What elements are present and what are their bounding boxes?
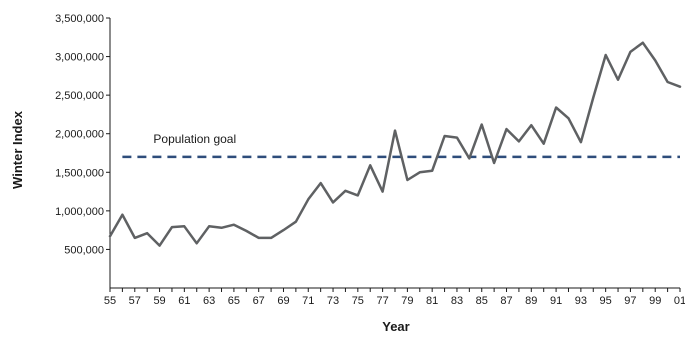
- y-tick-label: 2,500,000: [55, 90, 104, 102]
- y-tick-label: 3,500,000: [55, 13, 104, 25]
- y-tick-label: 3,000,000: [55, 52, 104, 64]
- x-tick-label: 67: [253, 295, 265, 307]
- x-tick-label: 61: [178, 295, 190, 307]
- y-tick-label: 1,500,000: [55, 167, 104, 179]
- x-tick-label: 79: [401, 295, 413, 307]
- x-tick-label: 89: [525, 295, 537, 307]
- series-group: [108, 41, 682, 247]
- x-tick-label: 71: [302, 295, 314, 307]
- x-axis-title: Year: [382, 319, 409, 334]
- x-tick-label: 85: [476, 295, 488, 307]
- x-tick-label: 55: [104, 295, 116, 307]
- x-tick-label: 57: [129, 295, 141, 307]
- x-tick-label: 63: [203, 295, 215, 307]
- y-tick-label: 1,000,000: [55, 206, 104, 218]
- x-tick-label: 69: [277, 295, 289, 307]
- x-tick-label: 91: [550, 295, 562, 307]
- y-axis-title: Winter Index: [10, 110, 25, 189]
- x-tick-label: 75: [352, 295, 364, 307]
- winter-index-series-line: [108, 41, 682, 247]
- x-tick-label: 87: [500, 295, 512, 307]
- population-goal-label: Population goal: [153, 132, 236, 146]
- x-tick-label: 77: [376, 295, 388, 307]
- x-tick-label: 93: [575, 295, 587, 307]
- x-tick-label: 01: [674, 295, 685, 307]
- x-tick-label: 95: [600, 295, 612, 307]
- x-tick-label: 59: [153, 295, 165, 307]
- x-tick-label: 81: [426, 295, 438, 307]
- x-tick-label: 83: [451, 295, 463, 307]
- x-tick-label: 73: [327, 295, 339, 307]
- y-axis: 500,000 1,000,000 1,500,000 2,000,000 2,500,…: [55, 13, 111, 288]
- y-tick-label: 500,000: [64, 244, 104, 256]
- y-tick-label: 2,000,000: [55, 129, 104, 141]
- x-tick-label: 99: [649, 295, 661, 307]
- x-tick-label: 97: [624, 295, 636, 307]
- x-axis: 55 57 59 61 63 65 67 69 71 73 75 77 79 81 83 85 87 89 91 93…: [104, 287, 685, 307]
- x-tick-label: 65: [228, 295, 240, 307]
